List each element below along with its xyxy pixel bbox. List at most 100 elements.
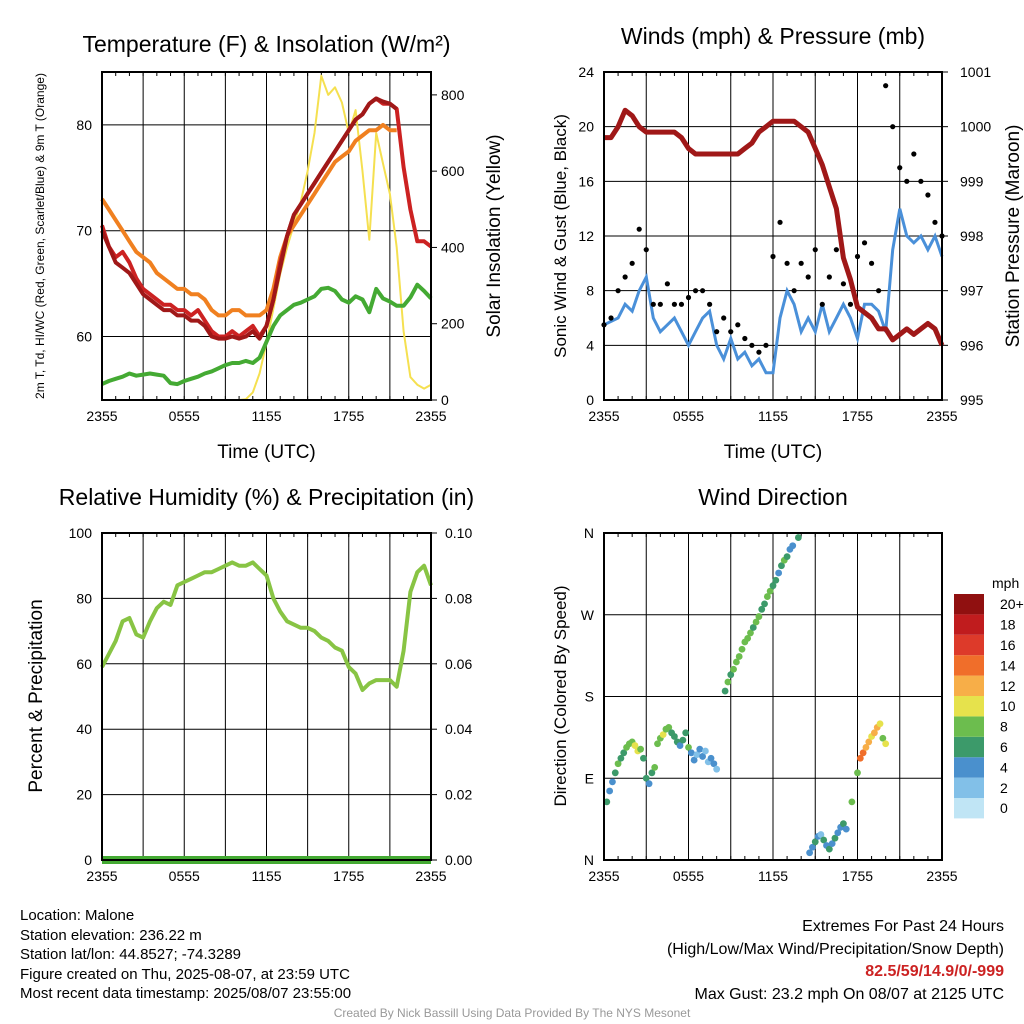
- colorbar-swatch: [954, 716, 984, 737]
- gust-point: [643, 247, 649, 253]
- gust-point: [784, 260, 790, 266]
- direction-point: [710, 760, 718, 768]
- direction-point: [744, 634, 752, 642]
- y-tick-label: 100: [69, 525, 93, 541]
- x-tick-label: 0555: [673, 868, 704, 884]
- direction-point: [721, 687, 729, 695]
- gust-point: [840, 281, 847, 287]
- y-tick-label: 0: [586, 392, 594, 408]
- direction-point: [865, 738, 873, 746]
- gust-point: [692, 288, 699, 294]
- direction-point: [738, 645, 746, 653]
- direction-point: [645, 780, 653, 788]
- x-tick-label: 2355: [415, 408, 446, 424]
- direction-point: [758, 605, 766, 613]
- series-line-3: [101, 282, 433, 387]
- plot-frame: [603, 532, 943, 861]
- y2-tick-label: 997: [960, 283, 984, 299]
- gust-point: [911, 151, 917, 157]
- plot-frame: [101, 71, 432, 401]
- gust-point: [833, 247, 839, 253]
- direction-point: [702, 747, 709, 755]
- direction-point: [778, 562, 785, 570]
- direction-point: [809, 843, 816, 851]
- direction-point: [766, 587, 774, 595]
- x-tick-label: 1755: [842, 408, 873, 424]
- y-axis-label: Sonic Wind & Gust (Blue, Black): [551, 114, 570, 358]
- colorbar-label: 12: [1000, 678, 1016, 694]
- chart-panel-2: Winds (mph) & Pressure (mb) 2355 0555 1155 1…: [551, 23, 1024, 463]
- x-tick-label: 1755: [333, 868, 364, 884]
- extremes-title: Extremes For Past 24 Hours: [802, 918, 1004, 935]
- x-tick-label: 2355: [926, 868, 957, 884]
- direction-point: [682, 729, 690, 737]
- recent-data-text: Most recent data timestamp: 2025/08/07 2…: [20, 985, 352, 1002]
- gust-point: [735, 322, 741, 328]
- y-tick-label: 0: [84, 852, 92, 868]
- station-info: Location: Malone Station elevation: 236.…: [20, 906, 351, 1004]
- colorbar-swatch: [954, 634, 984, 656]
- gust-point: [699, 288, 706, 294]
- chart-title: Temperature (F) & Insolation (W/m²): [82, 31, 450, 57]
- y-tick-label: 12: [578, 228, 594, 244]
- direction-point: [749, 624, 757, 631]
- gust-point: [777, 219, 783, 225]
- y2-tick-label: 0.08: [445, 590, 472, 606]
- y-tick-label: 20: [76, 787, 92, 803]
- y-tick-label: 8: [586, 283, 594, 299]
- direction-point: [772, 576, 780, 584]
- x-tick-label: 2355: [415, 868, 446, 884]
- x-tick-label: 2355: [588, 868, 619, 884]
- gust-point: [883, 83, 889, 89]
- direction-point: [617, 754, 625, 762]
- gust-point: [918, 178, 924, 184]
- chart-title: Winds (mph) & Pressure (mb): [621, 23, 925, 49]
- direction-point: [637, 745, 645, 753]
- direction-point: [614, 760, 622, 768]
- direction-point: [854, 769, 861, 777]
- y2-tick-label: 995: [960, 392, 984, 408]
- direction-point: [789, 542, 797, 550]
- y2-tick-label: 0.02: [445, 787, 472, 803]
- y2-tick-label: 998: [960, 228, 984, 244]
- direction-point: [685, 743, 692, 751]
- direction-point: [876, 720, 884, 728]
- direction-point: [631, 742, 639, 749]
- y2-axis-label: Station Pressure (Maroon): [1003, 125, 1024, 348]
- colorbar-swatch: [954, 757, 984, 778]
- direction-point: [679, 736, 687, 744]
- gust-point: [876, 288, 882, 294]
- direction-point: [848, 798, 856, 806]
- direction-point: [825, 845, 833, 853]
- colorbar-label: 20+: [1000, 596, 1024, 612]
- direction-point: [671, 733, 678, 740]
- colorbar-label: 14: [1000, 657, 1016, 673]
- y-tick-label: 70: [76, 223, 92, 239]
- gust-point: [925, 192, 931, 198]
- colorbar-label: 16: [1000, 637, 1016, 653]
- direction-point: [752, 618, 760, 626]
- gust-point: [812, 247, 818, 253]
- extremes-legend: (High/Low/Max Wind/Precipitation/Snow De…: [666, 940, 1004, 958]
- direction-point: [834, 829, 842, 837]
- y-tick-label: 20: [578, 119, 594, 135]
- direction-point: [620, 749, 628, 757]
- gust-point: [826, 274, 832, 280]
- direction-point: [856, 754, 864, 762]
- gust-point: [707, 301, 713, 307]
- y2-tick-label: 1000: [960, 119, 991, 135]
- colorbar-swatch: [954, 736, 984, 758]
- x-tick-label: 1155: [251, 868, 281, 884]
- direction-point: [609, 778, 616, 786]
- colorbar-label: 0: [1000, 800, 1008, 816]
- y2-axis-label: Solar Insolation (Yellow): [484, 134, 505, 337]
- direction-point: [783, 553, 791, 561]
- y-tick-label: 16: [578, 173, 594, 189]
- y-tick-label: W: [581, 607, 595, 623]
- direction-point: [699, 753, 706, 760]
- gust-point: [904, 178, 910, 184]
- gust-point: [629, 260, 635, 266]
- x-tick-label: 1155: [758, 868, 788, 884]
